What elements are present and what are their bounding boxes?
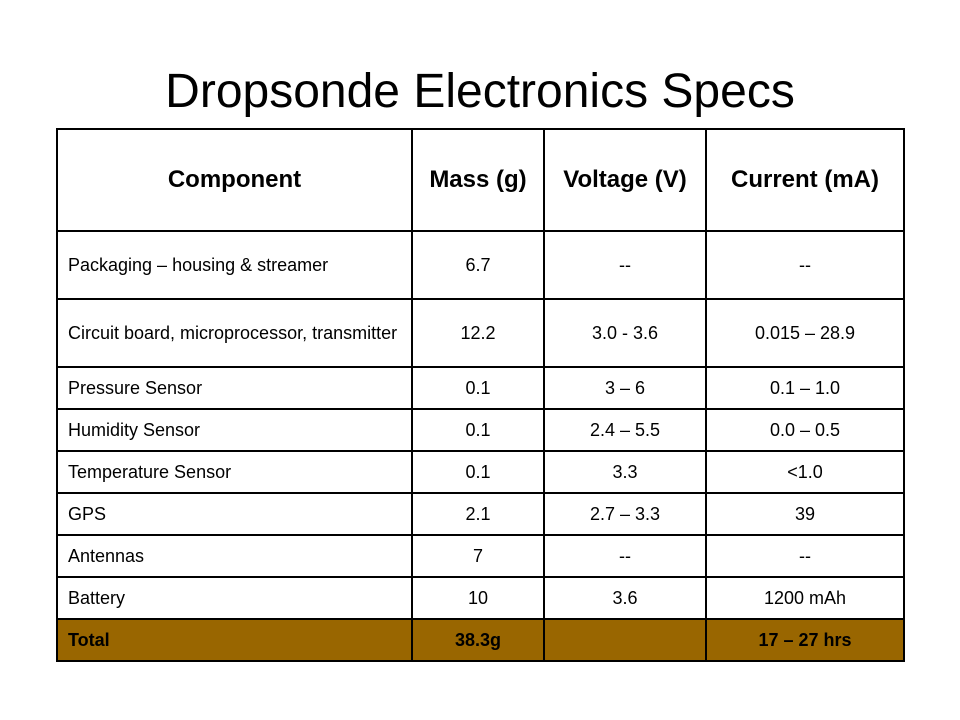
header-voltage: Voltage (V): [543, 128, 707, 232]
cell-mass: 7: [411, 534, 545, 578]
cell-current: 0.015 – 28.9: [705, 298, 905, 368]
cell-voltage: --: [543, 534, 707, 578]
cell-voltage: --: [543, 230, 707, 300]
cell-voltage: 3 – 6: [543, 366, 707, 410]
header-component: Component: [56, 128, 413, 232]
cell-voltage: 3.6: [543, 576, 707, 620]
cell-mass: 0.1: [411, 408, 545, 452]
specs-table: Component Mass (g) Voltage (V) Current (…: [56, 128, 905, 662]
cell-voltage: 3.3: [543, 450, 707, 494]
table-row: GPS 2.1 2.7 – 3.3 39: [56, 492, 905, 536]
cell-current: --: [705, 534, 905, 578]
cell-component: Battery: [56, 576, 413, 620]
total-mass: 38.3g: [411, 618, 545, 662]
cell-component: Circuit board, microprocessor, transmitt…: [56, 298, 413, 368]
table-header-row: Component Mass (g) Voltage (V) Current (…: [56, 128, 905, 232]
cell-component: Packaging – housing & streamer: [56, 230, 413, 300]
cell-component: Humidity Sensor: [56, 408, 413, 452]
table-row: Antennas 7 -- --: [56, 534, 905, 578]
cell-current: 0.1 – 1.0: [705, 366, 905, 410]
cell-mass: 0.1: [411, 450, 545, 494]
cell-current: 0.0 – 0.5: [705, 408, 905, 452]
header-mass: Mass (g): [411, 128, 545, 232]
cell-mass: 12.2: [411, 298, 545, 368]
cell-voltage: 3.0 - 3.6: [543, 298, 707, 368]
cell-current: --: [705, 230, 905, 300]
page-title: Dropsonde Electronics Specs: [165, 65, 795, 118]
cell-component: Pressure Sensor: [56, 366, 413, 410]
cell-current: 39: [705, 492, 905, 536]
cell-voltage: 2.4 – 5.5: [543, 408, 707, 452]
total-row: Total 38.3g 17 – 27 hrs: [56, 618, 905, 662]
table-row: Pressure Sensor 0.1 3 – 6 0.1 – 1.0: [56, 366, 905, 410]
cell-mass: 2.1: [411, 492, 545, 536]
total-voltage: [543, 618, 707, 662]
table-row: Temperature Sensor 0.1 3.3 <1.0: [56, 450, 905, 494]
table-row: Humidity Sensor 0.1 2.4 – 5.5 0.0 – 0.5: [56, 408, 905, 452]
cell-current: 1200 mAh: [705, 576, 905, 620]
cell-mass: 10: [411, 576, 545, 620]
cell-mass: 0.1: [411, 366, 545, 410]
cell-component: Temperature Sensor: [56, 450, 413, 494]
cell-component: Antennas: [56, 534, 413, 578]
cell-mass: 6.7: [411, 230, 545, 300]
total-label: Total: [56, 618, 413, 662]
cell-voltage: 2.7 – 3.3: [543, 492, 707, 536]
header-current: Current (mA): [705, 128, 905, 232]
cell-component: GPS: [56, 492, 413, 536]
table-row: Circuit board, microprocessor, transmitt…: [56, 298, 905, 368]
cell-current: <1.0: [705, 450, 905, 494]
total-current: 17 – 27 hrs: [705, 618, 905, 662]
table-row: Packaging – housing & streamer 6.7 -- --: [56, 230, 905, 300]
table-row: Battery 10 3.6 1200 mAh: [56, 576, 905, 620]
